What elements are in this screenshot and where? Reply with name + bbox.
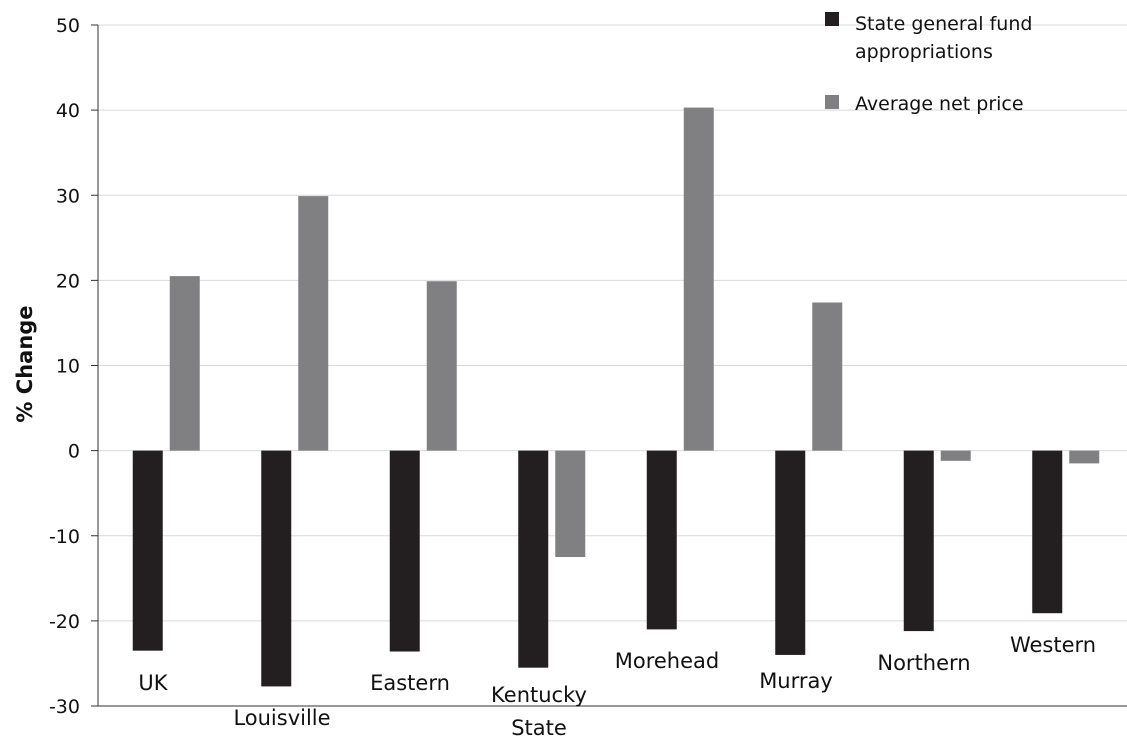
y-tick-label: -10 [49,526,80,548]
bar-average-net-price [426,281,457,451]
category-label-line: UK [138,671,168,695]
y-tick-label: 40 [56,100,80,122]
y-axis-title: % Change [13,305,37,422]
category-label-line: Louisville [233,706,330,730]
category-label: Murray [759,669,833,693]
category-label: Western [1010,633,1096,657]
y-tick-label: 10 [56,356,80,378]
bar-state-appropriations [775,450,806,655]
legend-swatch [825,12,839,26]
category-label-line: Eastern [370,671,450,695]
y-tick-label: -20 [49,611,80,633]
y-tick-label: -30 [49,696,80,718]
category-label: Eastern [370,671,450,695]
bar-state-appropriations [1032,450,1063,614]
category-label: Morehead [615,649,720,673]
legend-label-line: appropriations [855,41,993,63]
category-label: Northern [877,651,970,675]
bar-state-appropriations [132,450,163,651]
bar-average-net-price [1069,450,1100,464]
axes [91,24,1127,707]
bar-state-appropriations [389,450,420,652]
legend-swatch [825,95,839,109]
legend-label: Average net price [855,93,1024,115]
bar-state-appropriations [518,450,549,668]
category-label: Kentucky State [491,683,587,740]
legend-label: State general fund appropriations [855,13,1032,63]
bar-state-appropriations [261,450,292,687]
bar-average-net-price [169,276,200,451]
legend-label-line: Average net price [855,93,1024,115]
bars [132,107,1100,687]
category-label-line: Murray [759,669,833,693]
bar-average-net-price [555,450,586,558]
legend-label-line: State general fund [855,13,1032,35]
category-label-line: Morehead [615,649,720,673]
bar-average-net-price [298,196,329,451]
y-tick-label: 0 [68,441,80,463]
y-tick-label: 30 [56,185,80,207]
category-label: UK [138,671,168,695]
y-tick-label: 20 [56,270,80,292]
bar-average-net-price [812,302,843,451]
category-label-line: State [511,716,567,740]
bar-average-net-price [683,107,714,451]
bar-state-appropriations [903,450,934,632]
y-tick-label: 50 [56,15,80,37]
legend: State general fund appropriations Average … [825,12,1032,115]
bar-state-appropriations [646,450,677,630]
category-label: Louisville [233,706,330,730]
category-label-line: Kentucky [491,683,587,707]
bar-average-net-price [940,450,971,461]
category-labels: UK Louisville Eastern Kentucky State Morehead… [138,633,1096,740]
category-label-line: Western [1010,633,1096,657]
y-axis-ticks: 50 40 30 20 10 0 -10 -20 -30 [49,15,80,718]
category-label-line: Northern [877,651,970,675]
